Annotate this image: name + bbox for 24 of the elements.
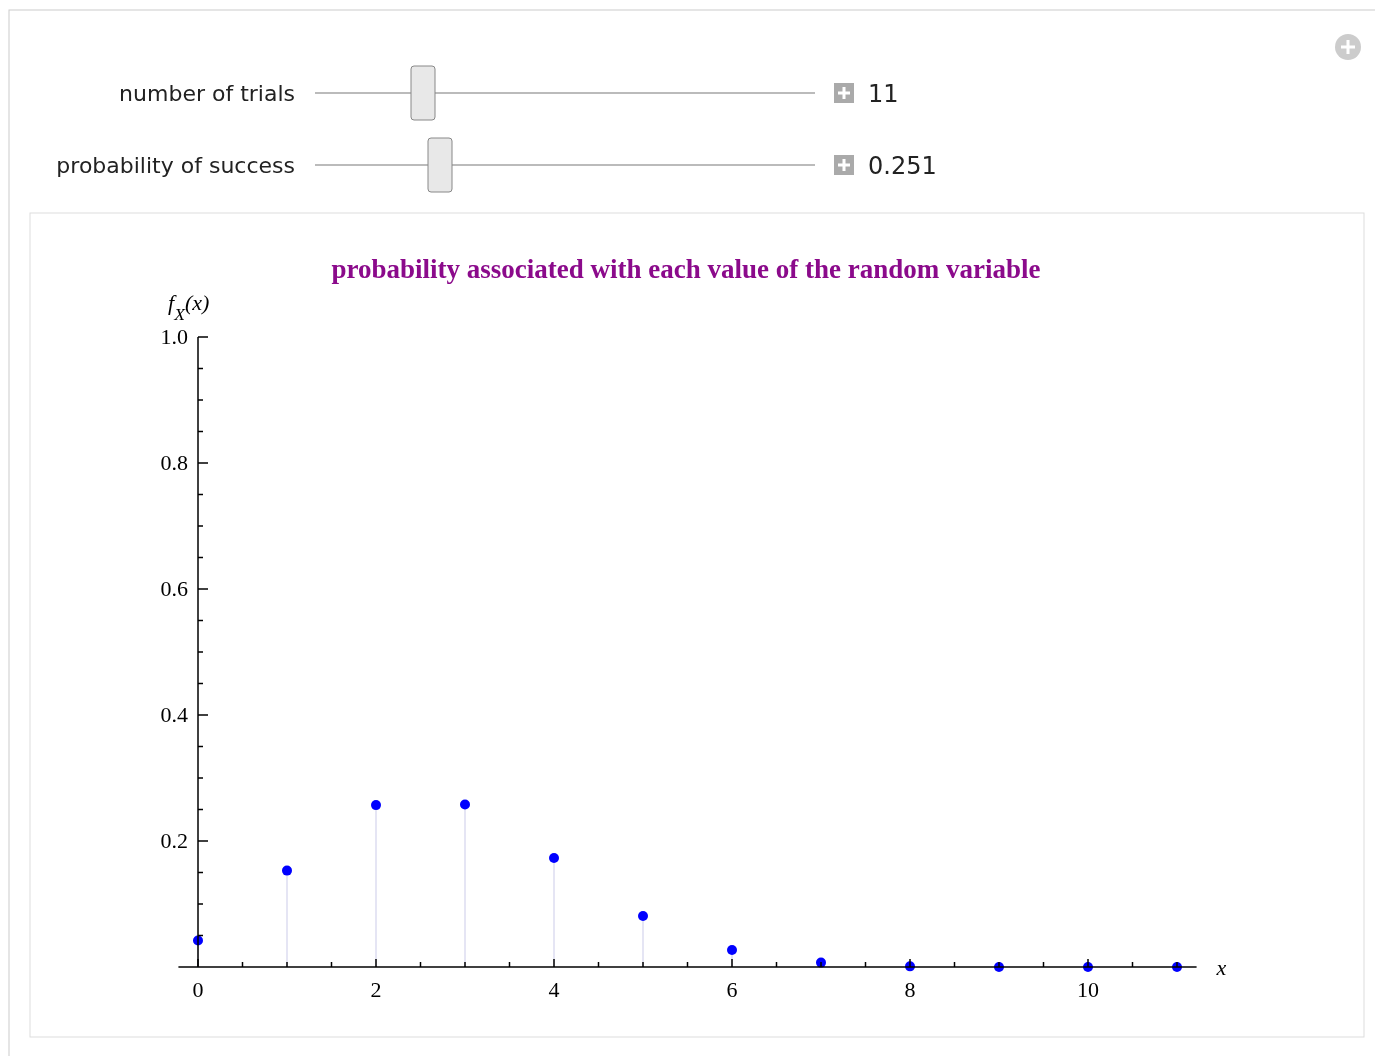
- x-tick-label: 2: [370, 977, 382, 1002]
- x-tick-label: 0: [192, 977, 204, 1002]
- y-tick-label: 0.2: [160, 828, 188, 853]
- y-tick-label: 0.8: [160, 450, 188, 475]
- point: [282, 865, 292, 876]
- text: 0.251: [868, 152, 937, 180]
- text: number of trials: [119, 81, 295, 106]
- text: 11: [868, 80, 899, 108]
- y-tick-label: 1.0: [160, 324, 188, 349]
- x-tick-label: 8: [904, 977, 916, 1002]
- text: probability of success: [56, 153, 295, 178]
- y-tick-label: 0.4: [160, 702, 188, 727]
- y-tick-label: 0.6: [160, 576, 188, 601]
- point: [727, 944, 737, 955]
- point: [371, 800, 381, 811]
- point: [460, 799, 470, 810]
- x-tick-label: 6: [726, 977, 738, 1002]
- y-axis-title: f$_{X}$(x): [168, 290, 210, 324]
- point: [638, 910, 648, 921]
- chart-title: probability associated with each value of the random variable: [331, 254, 1041, 284]
- x-tick-label: 10: [1077, 977, 1099, 1002]
- x-tick-label: 4: [548, 977, 560, 1002]
- x-axis-title: x: [1215, 955, 1227, 980]
- point: [549, 853, 559, 864]
